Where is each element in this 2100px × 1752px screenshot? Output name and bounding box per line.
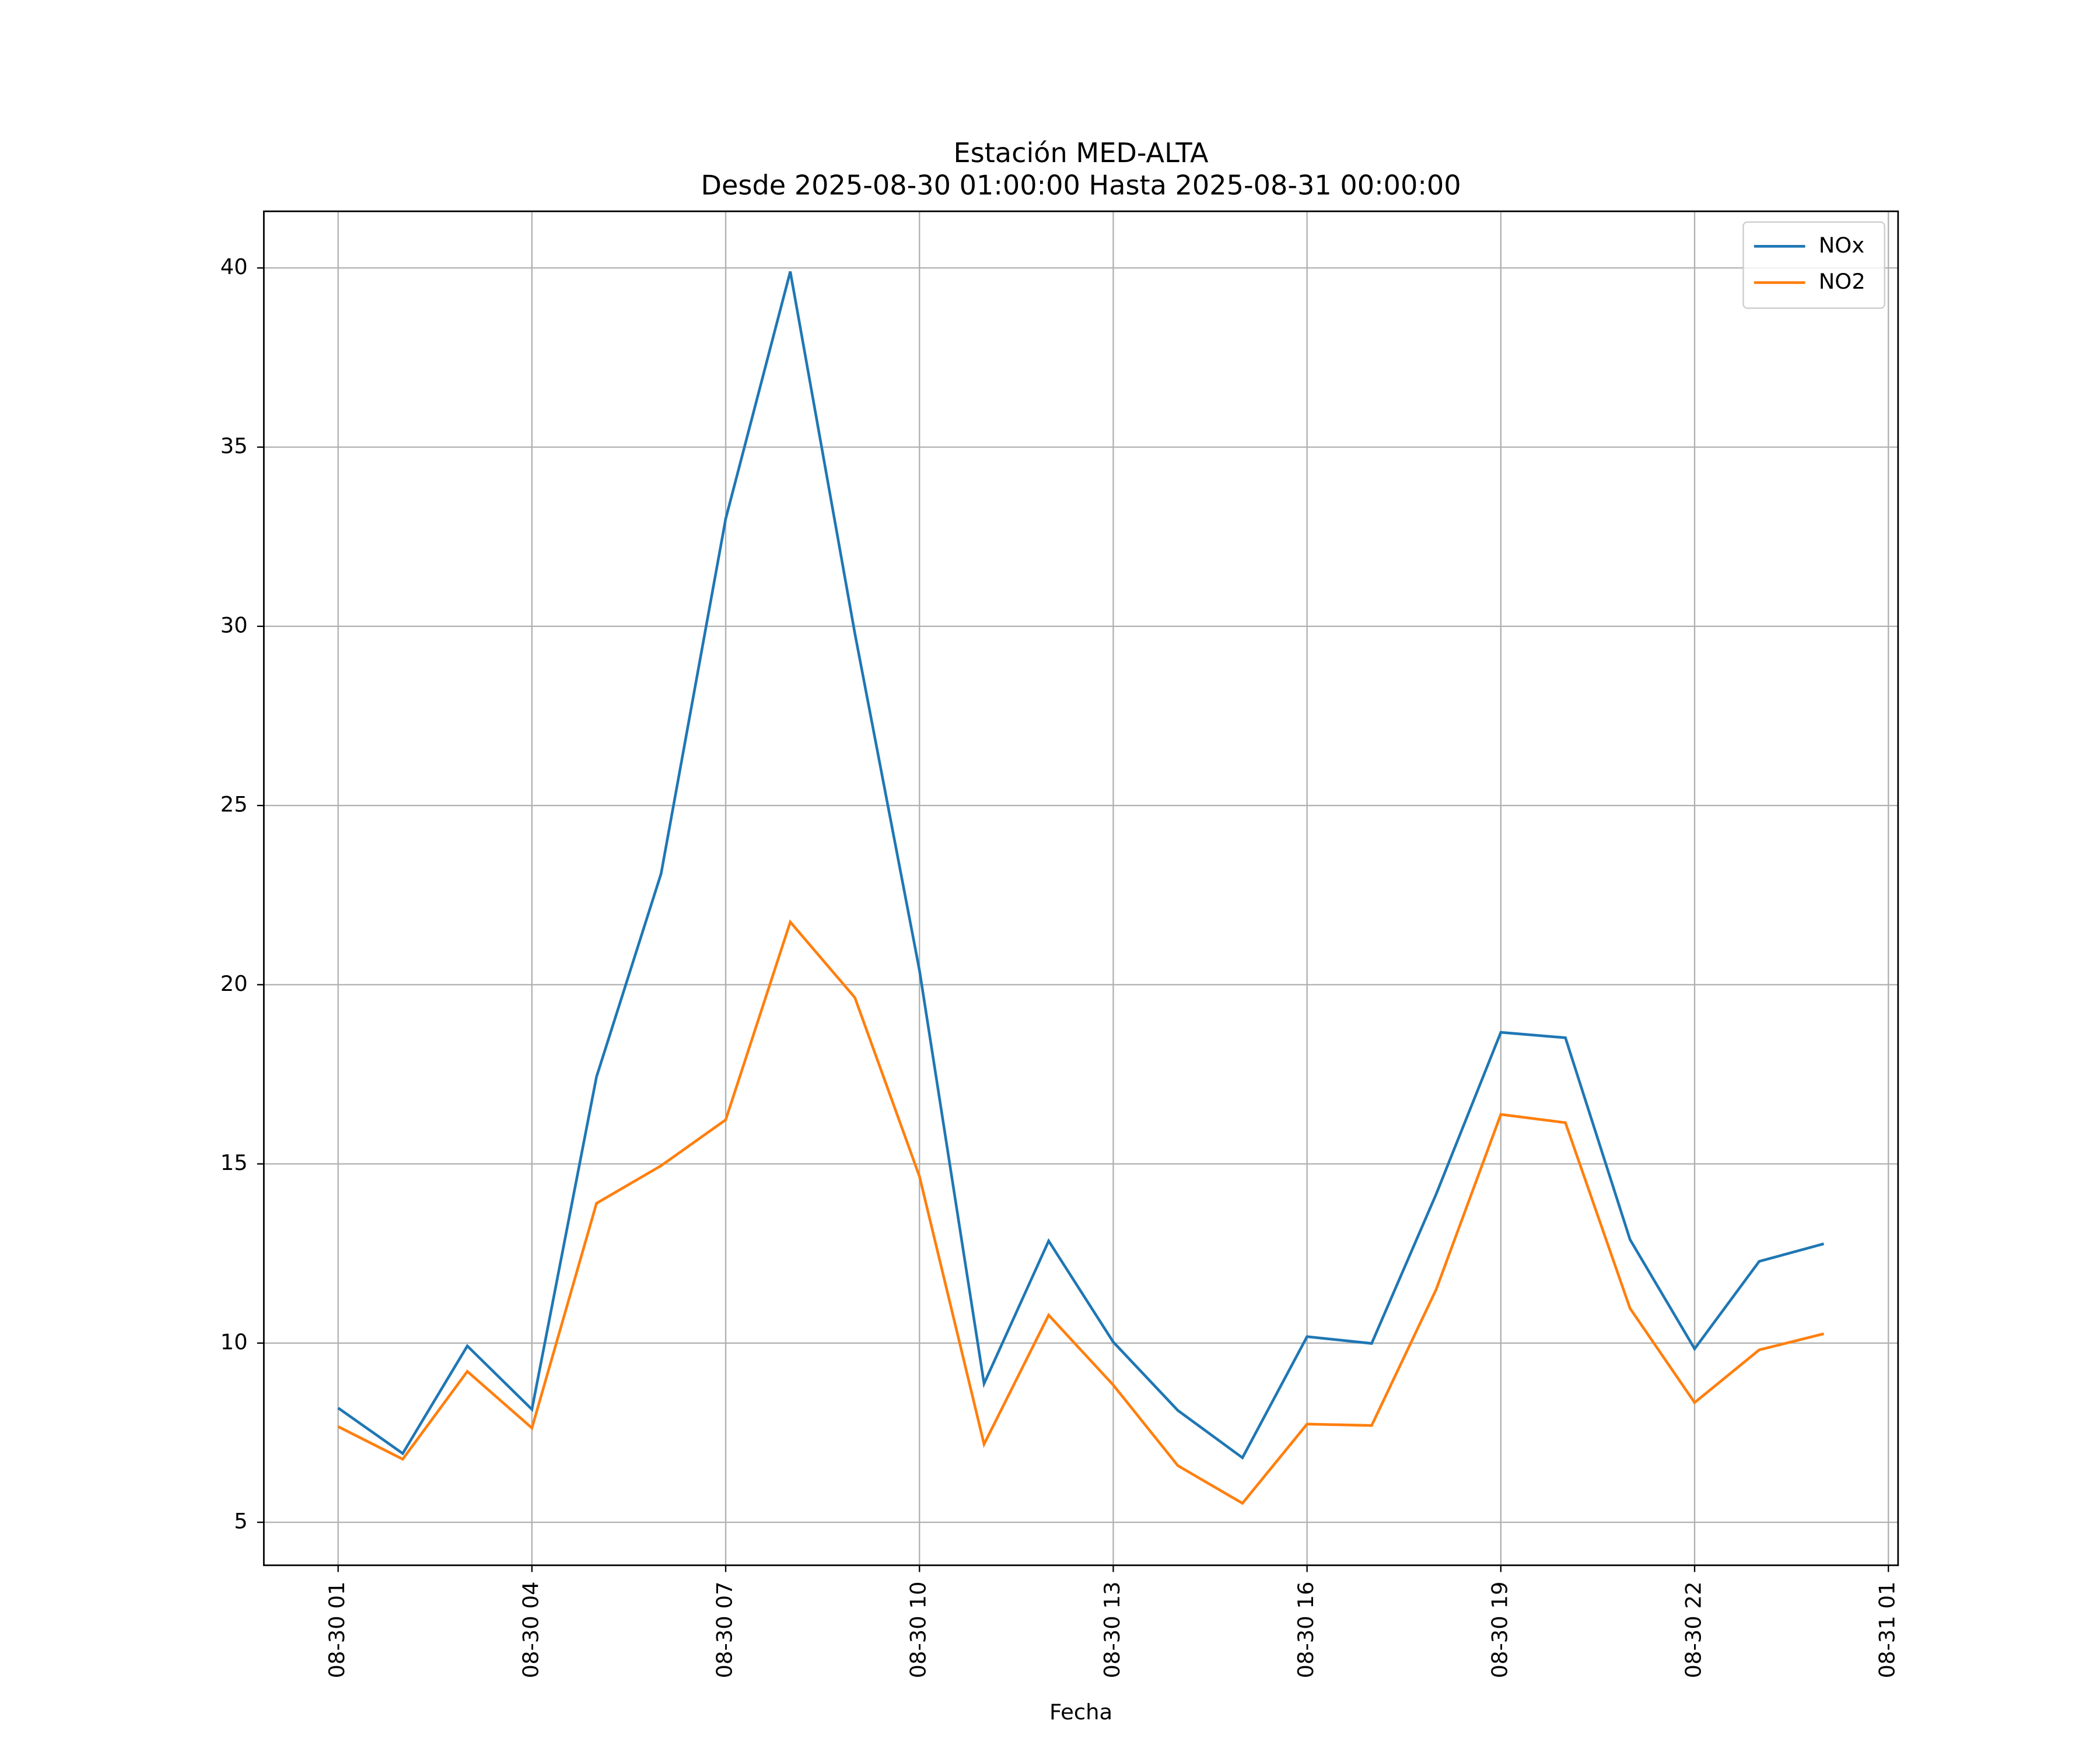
y-tick-label: 10 xyxy=(220,1329,248,1354)
y-tick-label: 30 xyxy=(220,612,248,637)
legend: NOx NO2 xyxy=(1742,221,1885,309)
series-line xyxy=(337,919,1825,1505)
y-tick-label: 25 xyxy=(220,792,248,817)
y-tick-label: 40 xyxy=(220,254,248,279)
x-tick-label: 08-30 01 xyxy=(324,1582,349,1679)
legend-label: NO2 xyxy=(1819,269,1866,294)
legend-box xyxy=(1742,221,1885,309)
x-axis-label: Fecha xyxy=(1049,1700,1112,1725)
x-tick-label: 08-31 01 xyxy=(1875,1582,1900,1679)
x-tick-label: 08-30 19 xyxy=(1487,1582,1512,1679)
y-tick-label: 35 xyxy=(220,433,248,458)
plot-frame xyxy=(262,210,1899,1567)
chart-title: Estación MED-ALTA xyxy=(954,137,1209,169)
series-line xyxy=(337,271,1825,1460)
x-tick-label: 08-30 13 xyxy=(1100,1582,1125,1679)
x-tick-label: 08-30 16 xyxy=(1293,1582,1318,1679)
x-tick-label: 08-30 10 xyxy=(906,1582,931,1679)
x-tick-label: 08-30 07 xyxy=(712,1582,737,1679)
y-tick-label: 20 xyxy=(220,971,248,996)
legend-label: NOx xyxy=(1819,233,1865,258)
y-tick-label: 5 xyxy=(234,1509,247,1534)
chart-subtitle: Desde 2025-08-30 01:00:00 Hasta 2025-08-… xyxy=(701,169,1461,201)
x-tick-label: 08-30 22 xyxy=(1681,1582,1706,1679)
y-tick-label: 15 xyxy=(220,1150,248,1175)
x-tick-label: 08-30 04 xyxy=(518,1582,543,1679)
